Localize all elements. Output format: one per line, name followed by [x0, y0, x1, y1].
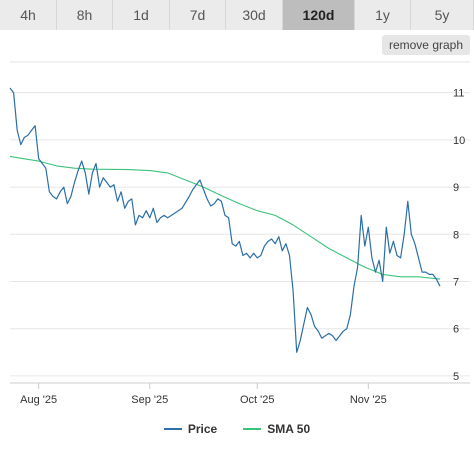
tab-120d[interactable]: 120d: [283, 0, 355, 30]
y-tick-label: 9: [453, 182, 459, 194]
grid-lines: [10, 61, 470, 377]
legend-item-sma[interactable]: SMA 50: [243, 419, 310, 439]
tab-5y[interactable]: 5y: [411, 0, 474, 30]
y-tick-label: 6: [453, 324, 459, 336]
x-tick-label: Sep '25: [131, 394, 168, 406]
x-axis: Aug '25 Sep '25 Oct '25 Nov '25: [10, 382, 470, 406]
y-tick-label: 10: [453, 135, 465, 147]
chart-legend: Price SMA 50: [0, 419, 474, 439]
y-tick-label: 5: [453, 371, 459, 383]
legend-swatch-sma: [243, 428, 262, 430]
series-lines: [9, 87, 441, 353]
tab-1d[interactable]: 1d: [113, 0, 170, 30]
y-tick-label: 7: [453, 277, 459, 289]
price-chart: 5 6 7 8 9 10 11 Aug '25 Sep '25 Oct '25 Nov '25: [9, 61, 470, 406]
x-tick-label: Nov '25: [350, 394, 387, 406]
series-line-sma-50: [9, 155, 441, 280]
remove-graph-button[interactable]: remove graph: [382, 35, 470, 55]
y-tick-label: 8: [453, 229, 459, 241]
y-tick-label: 11: [453, 88, 464, 100]
tab-7d[interactable]: 7d: [170, 0, 226, 30]
legend-label-price: Price: [187, 422, 218, 436]
tab-8h[interactable]: 8h: [57, 0, 113, 30]
legend-item-price[interactable]: Price: [163, 419, 218, 439]
x-tick-label: Oct '25: [240, 394, 275, 406]
tab-4h[interactable]: 4h: [0, 0, 57, 30]
range-tabs: 4h 8h 1d 7d 30d 120d 1y 5y: [0, 0, 474, 30]
tab-30d[interactable]: 30d: [226, 0, 283, 30]
tab-1y[interactable]: 1y: [355, 0, 411, 30]
legend-label-sma: SMA 50: [267, 422, 311, 436]
x-tick-label: Aug '25: [20, 394, 57, 406]
legend-swatch-price: [163, 428, 182, 430]
series-line-price: [9, 87, 441, 353]
y-axis-ticks: 5 6 7 8 9 10 11: [453, 88, 465, 383]
